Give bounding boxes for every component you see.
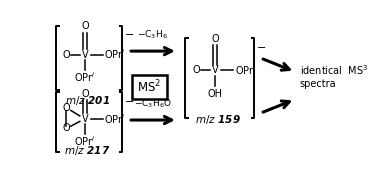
Text: O: O <box>62 123 70 133</box>
Text: $-$C$_3$H$_6$O: $-$C$_3$H$_6$O <box>134 98 172 110</box>
Text: $-$: $-$ <box>124 28 134 38</box>
Text: $-$: $-$ <box>124 95 134 105</box>
Text: OPr$^i$: OPr$^i$ <box>235 64 256 77</box>
Text: spectra: spectra <box>300 79 336 89</box>
Text: $m/z$ 159: $m/z$ 159 <box>196 113 241 126</box>
Text: OH: OH <box>208 89 223 99</box>
Text: O: O <box>211 33 219 43</box>
Text: O: O <box>81 89 89 99</box>
Text: O: O <box>192 65 200 75</box>
Text: O: O <box>62 103 70 113</box>
Text: $-$C$_3$H$_6$: $-$C$_3$H$_6$ <box>137 29 168 42</box>
Text: V: V <box>82 114 88 124</box>
Text: $m/z$ 217: $m/z$ 217 <box>64 144 111 157</box>
Text: O: O <box>81 21 89 31</box>
Text: OPr$^i$: OPr$^i$ <box>104 48 126 61</box>
Text: $-$: $-$ <box>256 41 266 51</box>
Text: $m/z$ 201: $m/z$ 201 <box>65 94 110 107</box>
Text: OPr$^i$: OPr$^i$ <box>104 112 126 125</box>
Text: identical  MS$^3$: identical MS$^3$ <box>300 64 368 77</box>
Text: V: V <box>82 50 88 60</box>
Text: OPr$^i$: OPr$^i$ <box>74 70 96 84</box>
Bar <box>132 75 167 99</box>
Text: O: O <box>62 50 70 60</box>
Text: MS$^2$: MS$^2$ <box>137 79 161 96</box>
Text: V: V <box>212 65 219 75</box>
Text: OPr$^i$: OPr$^i$ <box>74 134 96 148</box>
